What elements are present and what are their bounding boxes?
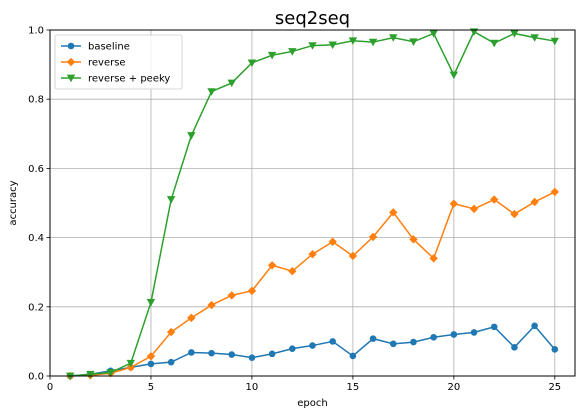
y-axis-label: accuracy bbox=[8, 180, 19, 225]
legend: baseline reverse reverse + peeky bbox=[54, 34, 183, 90]
data-point bbox=[511, 343, 518, 351]
x-tick-label: 10 bbox=[246, 382, 259, 393]
y-tick-label: 0.2 bbox=[28, 302, 44, 313]
data-point bbox=[166, 196, 176, 204]
legend-marker bbox=[66, 57, 76, 67]
data-point bbox=[469, 204, 479, 214]
data-point bbox=[429, 254, 438, 263]
data-point bbox=[247, 286, 257, 296]
x-tick-label: 25 bbox=[548, 382, 561, 393]
x-tick-label: 15 bbox=[347, 382, 360, 393]
series-baseline bbox=[66, 322, 559, 380]
data-point bbox=[247, 59, 257, 68]
y-tick-label: 0.6 bbox=[28, 164, 44, 175]
chart-title: seq2seq bbox=[275, 8, 350, 29]
data-point bbox=[227, 79, 236, 88]
data-point bbox=[188, 349, 195, 356]
data-point bbox=[389, 208, 398, 217]
data-point bbox=[530, 197, 539, 207]
data-point bbox=[328, 237, 337, 246]
data-point bbox=[187, 313, 196, 323]
data-point bbox=[288, 266, 297, 276]
data-point bbox=[389, 340, 397, 348]
data-point bbox=[187, 132, 196, 140]
data-point bbox=[490, 195, 499, 204]
data-point bbox=[146, 352, 156, 361]
data-point bbox=[289, 345, 296, 352]
data-point bbox=[267, 51, 277, 60]
data-point bbox=[430, 333, 437, 341]
data-point bbox=[449, 71, 459, 80]
data-point bbox=[348, 251, 358, 261]
data-point bbox=[510, 209, 519, 219]
data-point bbox=[309, 342, 316, 349]
data-point bbox=[389, 34, 398, 42]
axis-ticks: 0 5 10 15 20 25 0.0 0.2 0.4 0.6 0.8 1.0 bbox=[28, 26, 561, 394]
x-tick-label: 5 bbox=[148, 382, 154, 393]
series-line bbox=[70, 324, 556, 377]
data-point bbox=[288, 48, 297, 56]
data-point bbox=[368, 232, 378, 242]
data-point bbox=[329, 338, 336, 345]
data-point bbox=[146, 298, 156, 307]
data-point bbox=[207, 300, 216, 310]
legend-box bbox=[54, 34, 183, 90]
data-point bbox=[369, 335, 377, 342]
data-point bbox=[410, 338, 417, 346]
data-point bbox=[308, 42, 317, 50]
data-point bbox=[147, 360, 155, 368]
data-point bbox=[490, 323, 498, 331]
data-point bbox=[450, 331, 458, 338]
data-point bbox=[106, 369, 115, 377]
data-point bbox=[167, 358, 175, 366]
data-point bbox=[510, 30, 519, 38]
data-point bbox=[550, 187, 560, 197]
legend-marker bbox=[66, 74, 76, 83]
data-point bbox=[449, 199, 459, 208]
data-point bbox=[409, 235, 418, 244]
data-point bbox=[308, 250, 317, 259]
series-reverse-peeky bbox=[65, 28, 560, 381]
data-point bbox=[228, 351, 236, 358]
data-point bbox=[208, 349, 215, 357]
data-point bbox=[429, 30, 438, 38]
series-reverse bbox=[65, 187, 560, 381]
data-point bbox=[551, 346, 559, 353]
x-tick-label: 20 bbox=[447, 382, 460, 393]
data-point bbox=[328, 41, 337, 50]
data-point bbox=[267, 261, 277, 270]
data-point bbox=[227, 291, 236, 300]
plot-frame bbox=[49, 29, 576, 377]
y-tick-label: 0.0 bbox=[28, 372, 44, 383]
data-point bbox=[368, 38, 378, 47]
data-point bbox=[349, 352, 357, 360]
data-point bbox=[207, 88, 216, 96]
data-point bbox=[348, 37, 358, 45]
data-point bbox=[490, 39, 499, 48]
data-point bbox=[470, 329, 478, 336]
legend-label: reverse + peeky bbox=[88, 74, 170, 85]
y-tick-label: 1.0 bbox=[28, 26, 44, 37]
data-point bbox=[550, 37, 560, 46]
data-point bbox=[409, 38, 418, 46]
series-group bbox=[65, 28, 560, 381]
x-tick-label: 0 bbox=[47, 382, 53, 393]
data-point bbox=[531, 322, 538, 330]
data-point bbox=[86, 370, 95, 379]
legend-label: reverse bbox=[88, 58, 126, 69]
data-point bbox=[248, 354, 256, 361]
legend-label: baseline bbox=[88, 42, 130, 53]
y-tick-label: 0.4 bbox=[28, 233, 44, 244]
data-point bbox=[268, 350, 276, 358]
legend-marker bbox=[67, 42, 75, 50]
data-point bbox=[166, 327, 176, 337]
y-tick-label: 0.8 bbox=[28, 95, 44, 106]
data-point bbox=[126, 359, 135, 368]
x-axis-label: epoch bbox=[297, 398, 327, 409]
data-point bbox=[530, 34, 539, 42]
